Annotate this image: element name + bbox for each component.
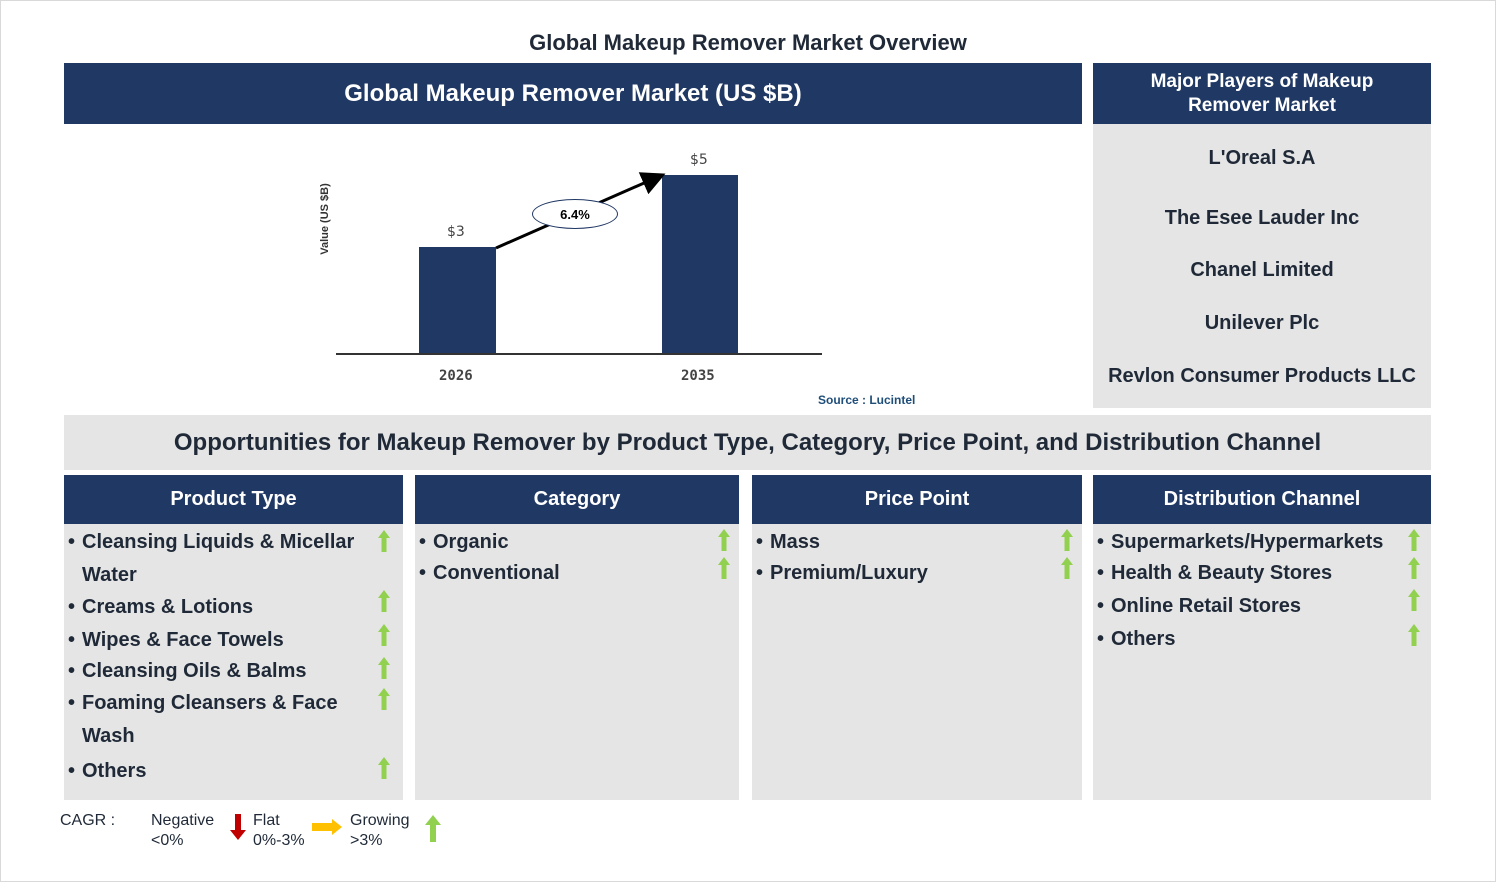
list-item: • Cleansing Oils & Balms — [68, 660, 307, 682]
market-panel-title: Global Makeup Remover Market (US $B) — [344, 79, 802, 107]
player-item: The Esee Lauder Inc — [1164, 207, 1360, 229]
list-item: • Supermarkets/Hypermarkets — [1097, 531, 1384, 553]
player-item: Chanel Limited — [1190, 259, 1334, 281]
arrow-up-icon — [378, 688, 390, 710]
legend-flat: Flat 0%-3% — [253, 812, 305, 849]
chart-x-tick-2026: 2026 — [439, 368, 473, 384]
list-item: • Premium/Luxury — [756, 562, 928, 584]
arrow-right-icon — [312, 819, 342, 835]
arrow-up-icon — [718, 557, 730, 579]
column-header-category: Category — [415, 475, 739, 524]
chart-x-tick-2035: 2035 — [681, 368, 715, 384]
column-body-distribution-channel: • Supermarkets/Hypermarkets • Health & Bea… — [1093, 524, 1431, 800]
cagr-badge: 6.4% — [532, 199, 618, 229]
chart-value-label-2035: $5 — [690, 152, 708, 168]
arrow-up-icon — [1061, 529, 1073, 551]
column-header-distribution-channel: Distribution Channel — [1093, 475, 1431, 524]
source-label: Source : Lucintel — [818, 393, 916, 407]
chart-x-axis — [336, 353, 822, 355]
player-item: Unilever Plc — [1204, 312, 1320, 334]
arrow-down-icon — [230, 814, 246, 840]
players-header-line1: Major Players of Makeup — [1150, 70, 1374, 92]
list-item: • Health & Beauty Stores — [1097, 562, 1333, 584]
chart-bar-2035 — [662, 175, 738, 354]
list-item: • Foaming Cleansers & Face Wash — [68, 692, 338, 747]
player-item: L'Oreal S.A — [1208, 147, 1316, 169]
arrow-up-icon — [1408, 589, 1420, 611]
column-header-product-type: Product Type — [64, 475, 403, 524]
arrow-up-icon — [378, 530, 390, 552]
list-item: • Cleansing Liquids & Micellar Water — [68, 531, 355, 586]
chart-y-axis-label: Value (US $B) — [319, 183, 331, 255]
arrow-up-icon — [425, 815, 441, 842]
chart-value-label-2026: $3 — [447, 224, 465, 240]
arrow-up-icon — [378, 590, 390, 612]
column-header-price-point: Price Point — [752, 475, 1082, 524]
players-list: L'Oreal S.A The Esee Lauder Inc Chanel L… — [1093, 124, 1431, 408]
page-title: Global Makeup Remover Market Overview — [529, 30, 967, 55]
market-panel-header: Global Makeup Remover Market (US $B) — [64, 63, 1082, 124]
arrow-up-icon — [1061, 557, 1073, 579]
arrow-up-icon — [378, 624, 390, 646]
list-item: • Organic — [419, 531, 509, 553]
arrow-up-icon — [378, 757, 390, 779]
opportunities-title: Opportunities for Makeup Remover by Prod… — [173, 428, 1322, 456]
column-body-price-point: • Mass • Premium/Luxury — [752, 524, 1082, 800]
cagr-value: 6.4% — [560, 206, 590, 222]
list-item: • Wipes & Face Towels — [68, 629, 284, 651]
arrow-up-icon — [378, 657, 390, 679]
column-body-category: • Organic • Conventional — [415, 524, 739, 800]
arrow-up-icon — [1408, 624, 1420, 646]
opportunities-header: Opportunities for Makeup Remover by Prod… — [64, 415, 1431, 470]
column-title: Category — [533, 488, 621, 510]
list-item: • Others — [1097, 628, 1176, 650]
list-item: • Mass — [756, 531, 821, 553]
players-header-line2: Remover Market — [1188, 94, 1336, 116]
chart-bar-2026 — [419, 247, 496, 354]
player-item: Revlon Consumer Products LLC — [1108, 365, 1416, 387]
arrow-up-icon — [1408, 529, 1420, 551]
list-item: • Others — [68, 760, 147, 782]
legend-growing: Growing >3% — [350, 812, 410, 849]
list-item: • Conventional — [419, 562, 560, 584]
arrow-up-icon — [1408, 557, 1420, 579]
column-title: Product Type — [170, 488, 297, 510]
column-body-product-type: • Cleansing Liquids & Micellar Water • Crea… — [64, 524, 403, 800]
list-item: • Creams & Lotions — [68, 596, 254, 618]
column-title: Price Point — [864, 488, 970, 510]
legend-label: CAGR : — [60, 812, 116, 829]
list-item: • Online Retail Stores — [1097, 595, 1302, 617]
arrow-up-icon — [718, 529, 730, 551]
legend-negative: Negative <0% — [151, 812, 215, 849]
column-title: Distribution Channel — [1163, 488, 1361, 510]
players-header: Major Players of Makeup Remover Market — [1093, 63, 1431, 124]
